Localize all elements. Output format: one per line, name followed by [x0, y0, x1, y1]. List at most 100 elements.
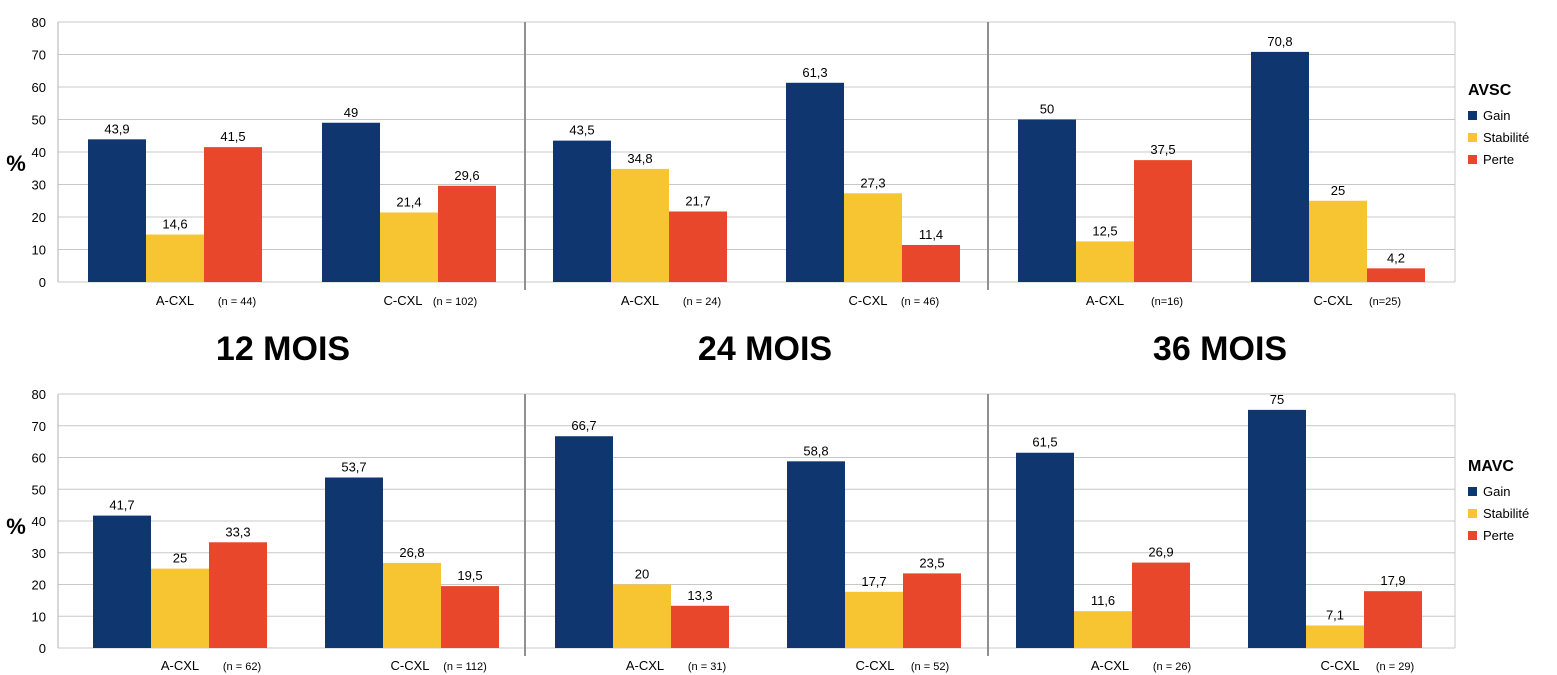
bar-perte: [671, 605, 729, 648]
sample-size-label: (n=25): [1369, 296, 1401, 308]
sample-size-label: (n = 102): [433, 296, 477, 308]
legend-item-stabilite: Stabilité: [1468, 502, 1529, 524]
data-label: 25: [173, 551, 187, 566]
sample-size-label: (n=16): [1151, 296, 1183, 308]
y-tick-label: 60: [32, 80, 46, 95]
data-label: 7,1: [1326, 607, 1344, 622]
sample-size-label: (n = 52): [911, 661, 949, 673]
sample-size-label: (n = 26): [1153, 661, 1191, 673]
category-label: C-CXL: [1320, 658, 1359, 673]
y-tick-label: 50: [32, 113, 46, 128]
y-tick-label: 40: [32, 145, 46, 160]
legend-label: Stabilité: [1483, 505, 1530, 521]
bar-stabilite: [613, 584, 671, 648]
data-label: 4,2: [1387, 250, 1405, 265]
data-label: 34,8: [627, 151, 652, 166]
data-label: 37,5: [1150, 142, 1175, 157]
data-label: 61,3: [802, 65, 827, 80]
category-label: C-CXL: [1313, 293, 1352, 308]
data-label: 14,6: [162, 217, 187, 232]
bar-gain: [325, 477, 383, 648]
y-tick-label: 70: [32, 419, 46, 434]
bar-stabilite: [1074, 611, 1132, 648]
data-label: 33,3: [225, 524, 250, 539]
data-label: 49: [344, 105, 358, 120]
category-label: C-CXL: [390, 658, 429, 673]
category-label: A-CXL: [1086, 293, 1124, 308]
category-label: A-CXL: [156, 293, 194, 308]
sample-size-label: (n = 112): [443, 661, 487, 673]
legend-item-perte: Perte: [1468, 524, 1529, 546]
legend-label: Gain: [1483, 483, 1511, 499]
legend-avsc: AVSC Gain Stabilité Perte: [1468, 82, 1529, 170]
bar-stabilite: [1309, 200, 1367, 282]
data-label: 13,3: [687, 588, 712, 603]
bar-perte: [438, 185, 496, 282]
y-axis-label: %: [6, 151, 26, 176]
sample-size-label: (n = 62): [223, 661, 261, 673]
data-label: 75: [1270, 392, 1284, 407]
data-label: 41,5: [220, 129, 245, 144]
category-label: A-CXL: [161, 658, 199, 673]
bar-gain: [322, 122, 380, 282]
legend-mavc: MAVC Gain Stabilité Perte: [1468, 458, 1529, 546]
category-label: A-CXL: [626, 658, 664, 673]
sample-size-label: (n = 24): [683, 296, 721, 308]
y-tick-label: 10: [32, 243, 46, 258]
legend-swatch-stabilite: [1468, 508, 1477, 518]
bar-stabilite: [1306, 625, 1364, 648]
data-label: 11,4: [919, 227, 943, 242]
data-label: 26,8: [399, 545, 424, 560]
y-tick-label: 80: [32, 387, 46, 402]
y-tick-label: 60: [32, 451, 46, 466]
bar-perte: [204, 147, 262, 282]
legend-swatch-gain: [1468, 110, 1477, 120]
legend-swatch-perte: [1468, 154, 1477, 164]
bar-stabilite: [151, 568, 209, 648]
legend-item-gain: Gain: [1468, 480, 1529, 502]
data-label: 41,7: [109, 498, 134, 513]
category-label: C-CXL: [383, 293, 422, 308]
y-tick-label: 40: [32, 514, 46, 529]
data-label: 50: [1040, 102, 1054, 117]
legend-label: Perte: [1483, 527, 1515, 543]
bar-gain: [1018, 119, 1076, 282]
bar-stabilite: [383, 562, 441, 648]
bar-stabilite: [380, 212, 438, 282]
data-label: 27,3: [860, 175, 885, 190]
category-label: A-CXL: [621, 293, 659, 308]
bar-stabilite: [611, 168, 669, 282]
bar-perte: [1367, 268, 1425, 282]
bar-gain: [786, 82, 844, 283]
y-tick-label: 30: [32, 178, 46, 193]
bar-gain: [553, 140, 611, 282]
data-label: 19,5: [457, 568, 482, 583]
data-label: 70,8: [1267, 34, 1292, 49]
y-tick-label: 30: [32, 546, 46, 561]
bar-perte: [669, 211, 727, 282]
y-tick-label: 50: [32, 482, 46, 497]
data-label: 43,9: [104, 121, 129, 136]
category-label: C-CXL: [848, 293, 887, 308]
data-label: 17,7: [861, 574, 886, 589]
y-tick-label: 20: [32, 210, 46, 225]
legend-label: Gain: [1483, 107, 1511, 123]
bar-gain: [93, 515, 151, 648]
bar-gain: [1248, 409, 1306, 648]
bar-perte: [441, 586, 499, 648]
data-label: 21,4: [396, 194, 421, 209]
y-axis-label: %: [6, 514, 26, 539]
data-label: 21,7: [685, 193, 710, 208]
data-label: 53,7: [341, 460, 366, 475]
y-tick-label: 0: [39, 275, 46, 290]
data-label: 43,5: [569, 123, 594, 138]
y-tick-label: 10: [32, 609, 46, 624]
bar-stabilite: [845, 591, 903, 648]
sample-size-label: (n = 29): [1376, 661, 1414, 673]
bar-stabilite: [1076, 241, 1134, 282]
bar-perte: [1364, 591, 1422, 648]
legend-title: MAVC: [1468, 458, 1514, 475]
legend-swatch-stabilite: [1468, 132, 1477, 142]
bar-perte: [209, 542, 267, 648]
